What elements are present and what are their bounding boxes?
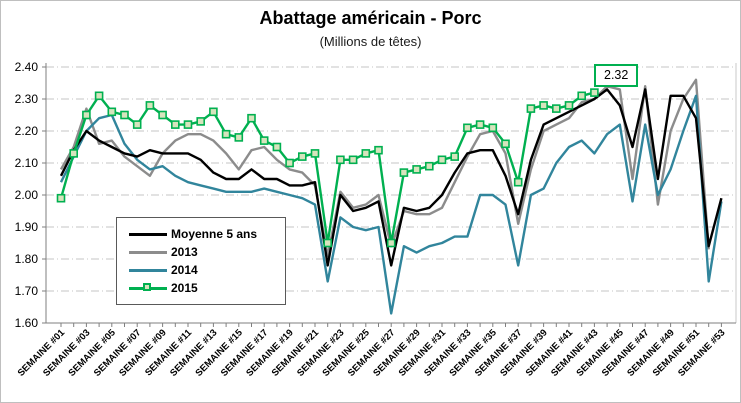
max-value-callout: 2.32 — [594, 64, 639, 87]
svg-text:2.40: 2.40 — [15, 60, 39, 74]
svg-text:2.30: 2.30 — [15, 92, 39, 106]
average-line-sample — [129, 225, 167, 243]
svg-text:2.20: 2.20 — [15, 124, 39, 138]
svg-text:2.10: 2.10 — [15, 156, 39, 170]
legend-label-2013: 2013 — [171, 245, 198, 259]
line-2014-sample — [129, 261, 167, 279]
legend: Moyenne 5 ans 2013 2014 2015 — [116, 217, 286, 305]
svg-text:1.60: 1.60 — [15, 316, 39, 330]
legend-label-average: Moyenne 5 ans — [171, 227, 258, 241]
svg-text:2.00: 2.00 — [15, 188, 39, 202]
svg-text:1.80: 1.80 — [15, 252, 39, 266]
page-title: Abattage américain - Porc — [259, 8, 482, 28]
legend-label-2015: 2015 — [171, 281, 198, 295]
page-subtitle: (Millions de têtes) — [319, 34, 422, 49]
legend-item-2015: 2015 — [129, 279, 275, 297]
svg-text:1.90: 1.90 — [15, 220, 39, 234]
line-2013-sample — [129, 243, 167, 261]
legend-item-average: Moyenne 5 ans — [129, 225, 275, 243]
line-2015-sample — [129, 279, 167, 297]
legend-item-2013: 2013 — [129, 243, 275, 261]
legend-item-2014: 2014 — [129, 261, 275, 279]
legend-label-2014: 2014 — [171, 263, 198, 277]
svg-text:1.70: 1.70 — [15, 284, 39, 298]
